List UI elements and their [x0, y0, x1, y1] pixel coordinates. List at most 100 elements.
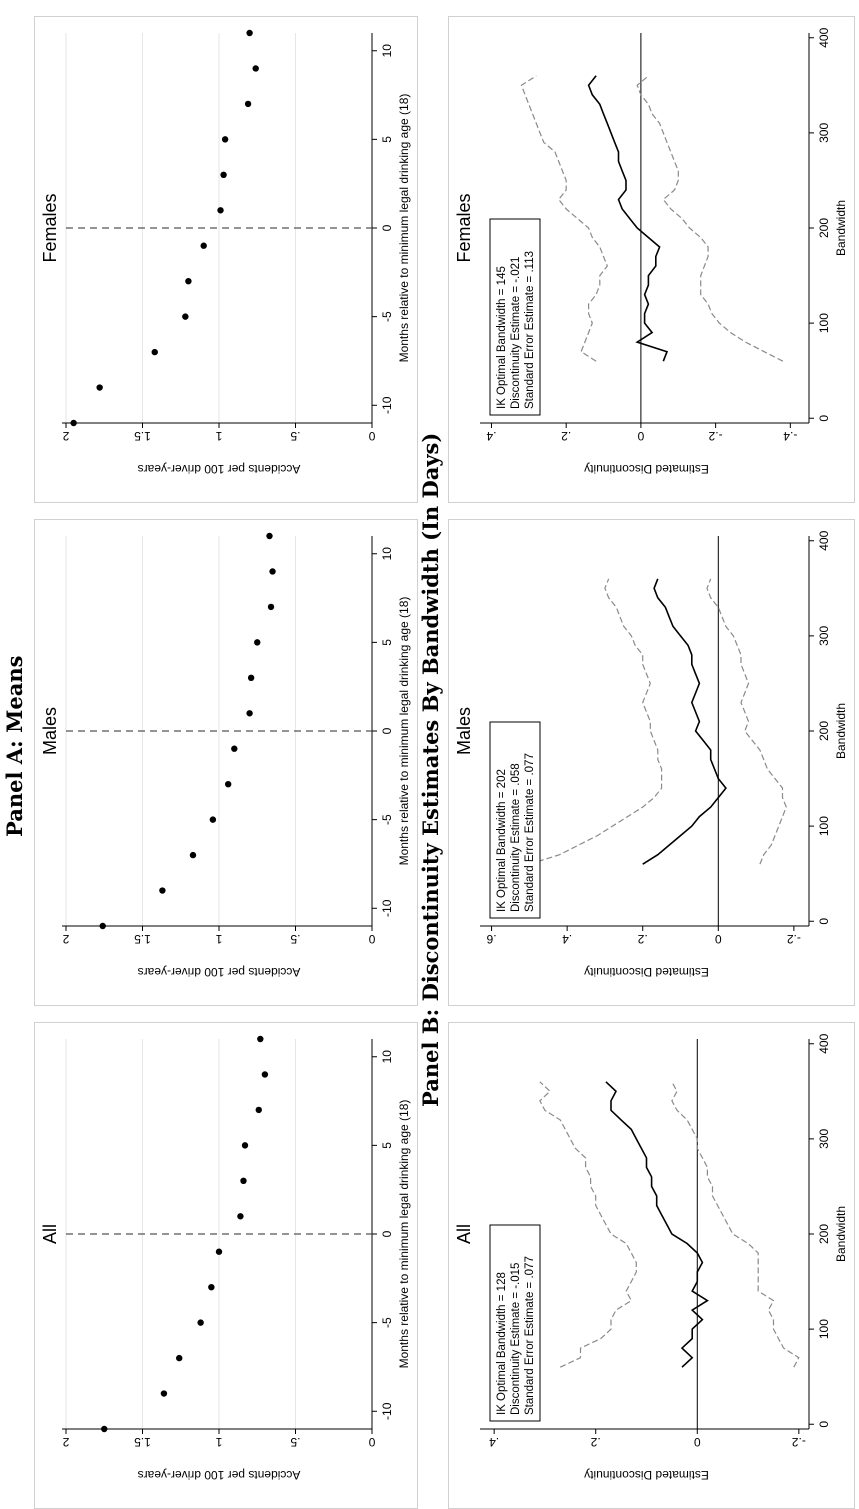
chart-4-ylabel: Estimated Discontinuity — [584, 1468, 709, 1482]
chart-5-series-lower — [706, 578, 787, 865]
chart-2-frame — [34, 519, 418, 1006]
panel-a-title: Panel A: Means — [2, 655, 27, 837]
chart-2-point-0 — [99, 922, 106, 930]
chart-4-annotation-line-0: IK Optimal Bandwidth = 128 — [496, 1272, 508, 1415]
chart-5-annotation-line-1: Discontinuity Estimate = .058 — [510, 763, 522, 912]
chart-3-point-11 — [246, 29, 253, 37]
chart-6-xtick-label-3: 300 — [817, 123, 831, 143]
chart-2-point-8 — [254, 639, 261, 646]
chart-6-ytick-label-2: 0 — [637, 429, 644, 443]
chart-1-ytick-label-3: 1.5 — [134, 1435, 151, 1449]
chart-6-xtick-label-0: 0 — [817, 415, 831, 422]
chart-1-xtick-label-0: -10 — [380, 1402, 394, 1420]
chart-3-point-8 — [221, 136, 229, 143]
chart-5-xtick-label-0: 0 — [817, 918, 831, 925]
chart-3-point-10 — [252, 65, 259, 72]
chart-2-ytick-label-0: 0 — [368, 932, 375, 946]
chart-5-ytick-label-2: .2 — [637, 932, 647, 946]
chart-1-frame — [34, 1022, 418, 1509]
chart-1-point-8 — [241, 1142, 249, 1149]
chart-6-annotation-line-1: Discontinuity Estimate = -.021 — [510, 257, 522, 409]
chart-2-point-9 — [267, 603, 275, 611]
chart-5-series-estimate — [642, 578, 727, 865]
chart-1-point-2 — [176, 1354, 183, 1362]
chart-6-series-estimate — [587, 75, 669, 362]
chart-1-point-7 — [240, 1177, 247, 1185]
chart-6-xtick-label-2: 200 — [817, 218, 831, 238]
chart-2-ytick-label-2: 1 — [215, 932, 222, 946]
chart-2-xtick-label-4: 10 — [380, 547, 394, 561]
chart-5-xtick-label-2: 200 — [817, 721, 831, 741]
chart-3-point-6 — [217, 207, 224, 214]
chart-1-point-4 — [208, 1283, 215, 1291]
chart-2-point-6 — [246, 710, 253, 717]
chart-2-point-1 — [159, 887, 166, 894]
chart-3-xtick-label-1: -5 — [380, 311, 394, 322]
chart-5-ylabel: Estimated Discontinuity — [584, 965, 709, 979]
chart-4-xtick-label-4: 400 — [817, 1033, 831, 1053]
chart-3-point-7 — [220, 171, 227, 179]
chart-2-xtick-label-1: -5 — [380, 814, 394, 825]
chart-5-annotation-line-0: IK Optimal Bandwidth = 202 — [496, 769, 508, 912]
chart-3-frame — [34, 16, 418, 503]
chart-1-ytick-label-4: 2 — [62, 1435, 69, 1449]
chart-2-point-4 — [224, 780, 232, 788]
chart-2-ytick-label-4: 2 — [62, 932, 69, 946]
chart-5-annotation-box — [489, 721, 541, 919]
chart-4-annotation-box — [489, 1224, 541, 1422]
chart-3-ylabel: Accidents per 100 driver-years — [138, 462, 301, 476]
chart-1-point-3 — [197, 1319, 204, 1326]
chart-3-xtick-label-2: 0 — [380, 224, 394, 231]
chart-4-xtick-label-3: 300 — [817, 1129, 831, 1149]
chart-3-xtick-label-3: 5 — [380, 136, 394, 143]
chart-4-title: All — [454, 1224, 474, 1244]
panel-a-females-chart: Females 0 .5 1 1.5 2 -10 -5 0 5 10 Months relative … — [34, 16, 418, 503]
chart-1-xlabel: Months relative to minimum legal drinkin… — [397, 1100, 411, 1369]
chart-1-point-9 — [255, 1106, 262, 1114]
chart-1-xtick-label-2: 0 — [380, 1230, 394, 1237]
chart-5-frame — [448, 519, 855, 1006]
chart-2-point-11 — [266, 532, 273, 540]
chart-4-series-lower — [671, 1081, 800, 1368]
chart-4-xtick-label-0: 0 — [817, 1421, 831, 1428]
chart-1-ytick-label-2: 1 — [215, 1435, 222, 1449]
chart-3-point-9 — [244, 100, 252, 108]
chart-3-point-3 — [182, 313, 189, 320]
chart-2-ytick-label-1: .5 — [290, 932, 300, 946]
chart-4-ytick-label-1: 0 — [694, 1435, 701, 1449]
chart-6-title: Females — [454, 193, 474, 262]
chart-3-point-5 — [200, 242, 207, 249]
chart-1-xtick-label-1: -5 — [380, 1317, 394, 1328]
chart-6-ytick-label-4: .4 — [486, 429, 496, 443]
panel-b-males-chart: Males -.2 0 .2 .4 .6 0 100 200 300 400 Bandwidth Est… — [448, 519, 855, 1006]
chart-4-ytick-label-0: -.2 — [792, 1435, 806, 1449]
chart-6-annotation-line-0: IK Optimal Bandwidth = 145 — [496, 266, 508, 409]
chart-4-xlabel: Bandwidth — [834, 1206, 848, 1262]
chart-5-xtick-label-1: 100 — [817, 816, 831, 836]
chart-1-point-6 — [237, 1213, 244, 1220]
chart-4-series-estimate — [605, 1081, 709, 1368]
chart-4-series-upper — [539, 1081, 637, 1368]
chart-1-point-0 — [101, 1425, 108, 1433]
chart-3-xtick-label-4: 10 — [380, 44, 394, 58]
panel-a-all-chart: All 0 .5 1 1.5 2 -10 -5 0 5 10 Months relative to m… — [34, 1022, 418, 1509]
chart-1-xtick-label-4: 10 — [380, 1050, 394, 1064]
chart-1-xtick-label-3: 5 — [380, 1142, 394, 1149]
chart-5-annotation-line-2: Standard Error Estimate = .077 — [524, 753, 536, 912]
chart-6-xlabel: Bandwidth — [834, 200, 848, 256]
chart-4-ytick-label-2: .2 — [590, 1435, 600, 1449]
chart-3-point-2 — [151, 348, 158, 356]
chart-5-ytick-label-0: -.2 — [787, 932, 801, 946]
chart-3-ytick-label-2: 1 — [215, 429, 222, 443]
chart-5-title: Males — [454, 707, 474, 755]
chart-4-ytick-label-3: .4 — [489, 1435, 499, 1449]
chart-2-point-2 — [189, 851, 197, 859]
chart-2-xtick-label-2: 0 — [380, 727, 394, 734]
chart-6-ytick-label-0: -.4 — [783, 429, 797, 443]
chart-3-xtick-label-0: -10 — [380, 396, 394, 414]
chart-1-point-1 — [160, 1390, 168, 1397]
chart-2-point-5 — [231, 745, 238, 752]
chart-3-point-1 — [96, 384, 103, 391]
